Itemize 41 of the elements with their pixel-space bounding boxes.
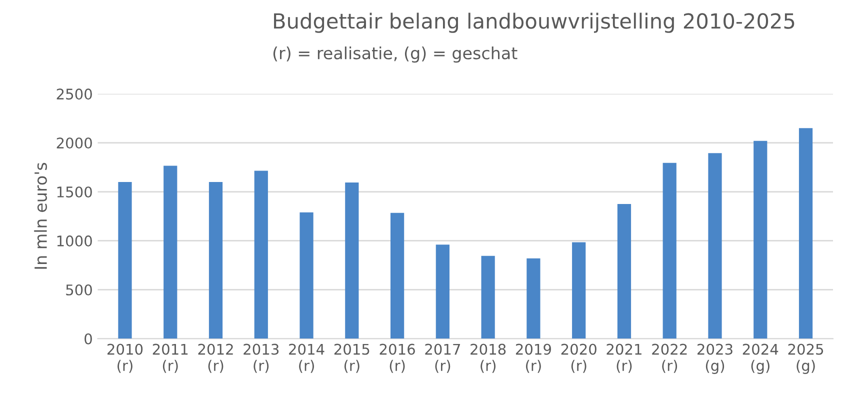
x-tick-label: 2025 (g) — [788, 344, 824, 374]
x-tick-label: 2011 (r) — [152, 344, 188, 373]
bar — [617, 204, 632, 339]
x-tick-label: 2020 (r) — [561, 344, 596, 373]
chart-subtitle: (r) = realisatie, (g) = geschat — [273, 46, 518, 63]
y-tick-label: 1500 — [57, 186, 92, 198]
bar — [798, 128, 813, 339]
bar — [436, 244, 450, 339]
bar — [300, 212, 314, 339]
bar — [662, 162, 676, 339]
y-tick-label: 1000 — [57, 235, 92, 246]
bar — [572, 242, 586, 339]
bar — [208, 182, 223, 339]
bar — [390, 212, 404, 339]
bar — [526, 258, 540, 339]
chart-title: Budgettair belang landbouwvrijstelling 2010-2025 — [274, 12, 794, 33]
y-axis-title: In mln euro's — [34, 162, 47, 269]
y-tick-label: 2000 — [56, 138, 92, 149]
x-tick-label: 2015 (r) — [334, 344, 370, 373]
x-tick-label: 2013 (r) — [244, 344, 279, 373]
x-tick-label: 2021 (r) — [606, 344, 642, 373]
y-tick-label: 500 — [66, 284, 92, 296]
x-tick-label: 2014 (r) — [289, 344, 324, 373]
x-tick-label: 2016 (r) — [380, 344, 415, 373]
bar — [118, 182, 132, 339]
bar — [254, 170, 268, 339]
x-tick-label: 2019 (r) — [516, 344, 551, 373]
bar — [754, 140, 768, 339]
bar — [164, 166, 178, 339]
y-tick-label: 0 — [84, 333, 92, 344]
x-tick-label: 2023 (g) — [698, 344, 732, 374]
x-tick-label: 2012 (r) — [198, 344, 233, 373]
y-tick-label: 2500 — [56, 88, 92, 100]
x-tick-label: 2010 (r) — [107, 344, 143, 373]
bar — [345, 182, 359, 339]
x-tick-label: 2017 (r) — [425, 344, 460, 373]
x-tick-label: 2022 (r) — [652, 344, 687, 373]
bar — [708, 153, 722, 339]
bar — [481, 256, 495, 339]
x-tick-label: 2018 (r) — [470, 344, 506, 373]
x-tick-label: 2024 (g) — [742, 344, 778, 374]
